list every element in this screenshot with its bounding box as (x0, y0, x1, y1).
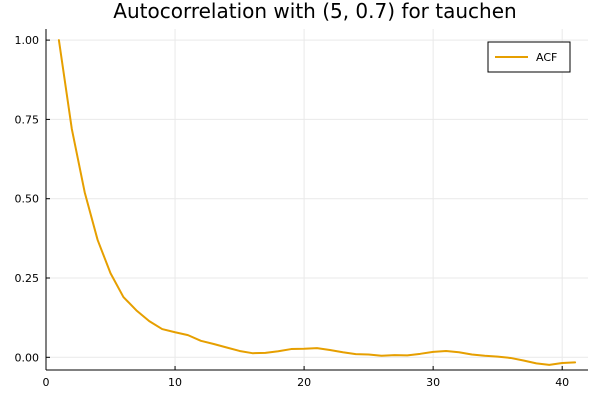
legend-label-acf: ACF (536, 51, 557, 64)
series-line-acf (57, 39, 577, 366)
y-tick-label-2: 0.50 (15, 193, 40, 206)
chart-title: Autocorrelation with (5, 0.7) for tauche… (113, 0, 516, 23)
y-tick-label-3: 0.75 (15, 113, 40, 126)
y-tick-label-4: 1.00 (15, 34, 40, 47)
grid (45, 29, 588, 370)
y-tick-label-1: 0.25 (15, 272, 40, 285)
x-tick-label-4: 40 (555, 376, 569, 389)
tick-labels: 0 10 20 30 40 0.00 0.25 0.50 0.75 1.00 (15, 34, 570, 389)
y-tick-label-0: 0.00 (15, 351, 40, 364)
legend: ACF (487, 41, 571, 73)
series-layer (57, 39, 577, 366)
x-tick-label-0: 0 (43, 376, 50, 389)
x-tick-label-3: 30 (426, 376, 440, 389)
x-tick-label-2: 20 (297, 376, 311, 389)
x-tick-label-1: 10 (168, 376, 182, 389)
axes (45, 29, 588, 371)
